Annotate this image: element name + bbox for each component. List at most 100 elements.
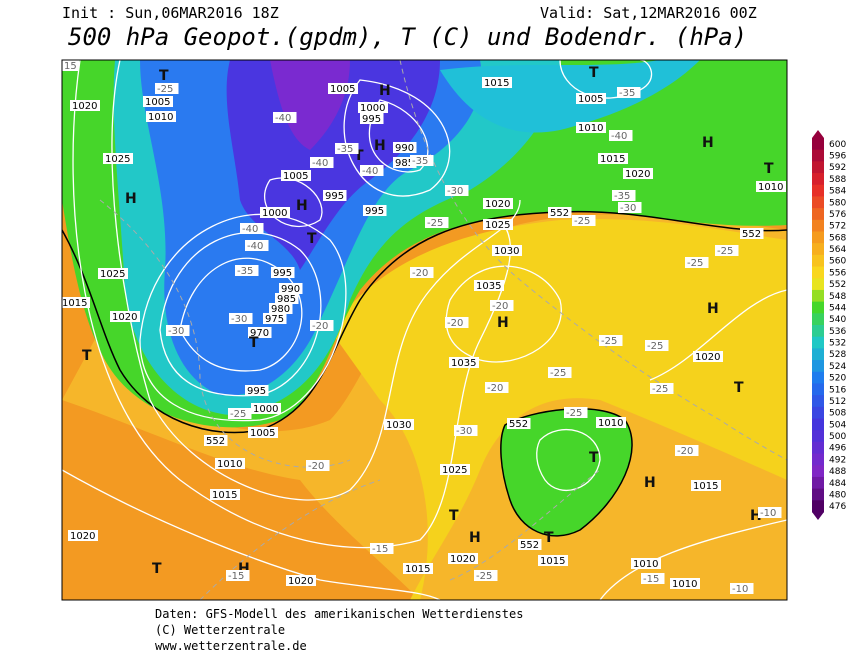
colorbar-label: 580	[829, 198, 846, 208]
pressure-center: H	[296, 198, 308, 214]
temp-label-box	[641, 573, 665, 584]
temperature-label: -20	[677, 446, 693, 457]
pressure-label: 1035	[476, 281, 501, 292]
pressure-label: 1015	[405, 564, 430, 575]
temp-label-box	[360, 165, 384, 176]
pressure-label-box	[507, 418, 531, 429]
temp-label-box	[715, 245, 739, 256]
pressure-label-box	[483, 219, 513, 230]
pressure-label-box	[215, 458, 245, 469]
pressure-center: T	[307, 231, 317, 247]
pressure-label: 1000	[253, 404, 278, 415]
pressure-label: 1020	[695, 352, 720, 363]
temperature-label: -40	[362, 166, 378, 177]
pressure-label-box	[146, 111, 176, 122]
colorbar-swatch	[812, 149, 824, 162]
temperature-label: -20	[447, 318, 463, 329]
pressure-label-box	[449, 357, 479, 368]
pressure-label: 552	[520, 540, 539, 551]
pressure-label: 1025	[100, 269, 125, 280]
temp-label-box	[240, 223, 264, 234]
pressure-label-box	[204, 435, 228, 446]
temperature-label: -30	[456, 426, 472, 437]
temperature-label: -20	[412, 268, 428, 279]
temp-label-box	[685, 257, 709, 268]
pressure-label: 1015	[693, 481, 718, 492]
pressure-label-box	[693, 351, 723, 362]
pressure-label: 1020	[625, 169, 650, 180]
colorbar-swatch	[812, 348, 824, 361]
colorbar-label: 596	[829, 152, 846, 162]
pressure-label: 1000	[262, 208, 287, 219]
pressure-label-box	[483, 198, 513, 209]
temperature-label: -20	[487, 383, 503, 394]
temperature-label: -40	[242, 224, 258, 235]
pressure-label: 1020	[485, 199, 510, 210]
pressure-label-box	[691, 480, 721, 491]
colorbar-label: 584	[829, 187, 846, 197]
colorbar-swatch	[812, 476, 824, 490]
temp-label-box	[335, 143, 359, 154]
colorbar-swatch	[812, 360, 824, 373]
colorbar-label: 496	[829, 444, 846, 454]
temp-label-box	[229, 313, 253, 324]
temp-label-box	[273, 112, 297, 123]
pressure-label-box	[110, 311, 140, 322]
colorbar-swatch	[812, 301, 824, 314]
colorbar-swatch	[812, 289, 824, 303]
pressure-label-box	[576, 93, 606, 104]
colorbar-label: 564	[829, 245, 846, 255]
temp-label-box	[675, 445, 699, 456]
temperature-label: -35	[614, 191, 630, 202]
temperature-label: -40	[247, 241, 263, 252]
pressure-label-box	[360, 113, 384, 124]
temperature-label: -35	[337, 144, 353, 155]
temp-label-box	[235, 265, 259, 276]
colorbar-label: 504	[829, 420, 846, 430]
temp-label-box	[445, 317, 469, 328]
pressure-label-box	[279, 283, 303, 294]
colorbar-label: 516	[829, 385, 846, 395]
pressure-label-box	[68, 530, 98, 541]
temperature-label: 15	[64, 61, 77, 72]
pressure-label-box	[740, 228, 764, 239]
pressure-label: 1010	[633, 559, 658, 570]
colorbar-swatch	[812, 184, 824, 197]
colorbar-swatch	[812, 161, 824, 174]
temp-label-box	[310, 320, 334, 331]
colorbar-label: 600	[829, 140, 846, 150]
colorbar-swatch	[812, 325, 824, 338]
pressure-label: 995	[365, 206, 384, 217]
pressure-center: H	[374, 138, 386, 154]
pressure-label-box	[286, 575, 316, 586]
colorbar-swatch	[812, 488, 824, 501]
pressure-label-box	[281, 170, 311, 181]
temp-label-box	[548, 367, 572, 378]
temperature-label: -30	[168, 326, 184, 337]
pressure-center: H	[379, 83, 391, 99]
pressure-label: 552	[550, 208, 569, 219]
pressure-label-box	[275, 293, 299, 304]
pressure-label: 1020	[288, 576, 313, 587]
temperature-label: -35	[237, 266, 253, 277]
pressure-center: H	[125, 191, 137, 207]
colorbar-label: 552	[829, 280, 846, 290]
pressure-label: 1030	[386, 420, 411, 431]
colorbar-label: 512	[829, 397, 846, 407]
pressure-center: T	[544, 530, 554, 546]
temperature-label: -30	[231, 314, 247, 325]
temp-label-box	[474, 570, 498, 581]
temp-label-box	[370, 543, 394, 554]
pressure-label: 1015	[484, 78, 509, 89]
pressure-label: 1005	[578, 94, 603, 105]
pressure-label-box	[403, 563, 433, 574]
pressure-label: 990	[395, 143, 414, 154]
colorbar-swatch	[812, 418, 824, 431]
temperature-label: -40	[611, 131, 627, 142]
pressure-label: 1035	[451, 358, 476, 369]
pressure-label-box	[393, 157, 417, 168]
temperature-label: -25	[601, 336, 617, 347]
temperature-label: -40	[275, 113, 291, 124]
pressure-label-box	[518, 539, 542, 550]
pressure-label-box	[440, 464, 470, 475]
